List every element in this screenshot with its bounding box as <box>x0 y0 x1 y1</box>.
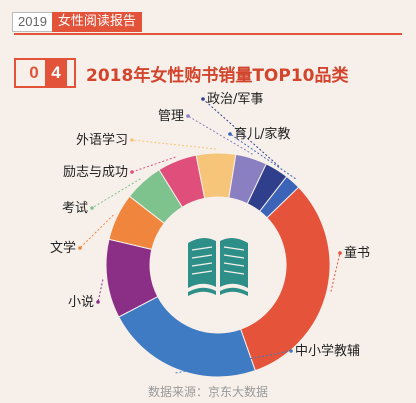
slice-label-10: 育儿/家教 <box>234 126 290 142</box>
chart-leader-lines <box>78 97 342 374</box>
leader-dot-2 <box>289 349 293 353</box>
leader-dot-5 <box>90 206 94 210</box>
slice-label-6: 励志与成功 <box>63 165 128 180</box>
section-number-first: 0 <box>29 63 39 82</box>
slice-label-3: 小说 <box>68 295 94 310</box>
slice-label-8: 管理 <box>158 109 184 124</box>
leader-dot-9 <box>201 97 205 101</box>
leader-dot-7 <box>130 138 134 142</box>
report-header: 2019 女性阅读报告 <box>0 12 416 35</box>
leader-dot-6 <box>130 170 134 174</box>
leader-line-7 <box>131 139 216 150</box>
slice-label-9: 政治/军事 <box>207 92 263 107</box>
leader-line-8 <box>187 115 253 155</box>
leader-dot-10 <box>228 132 232 136</box>
donut-slice-1 <box>240 186 331 372</box>
chart-title: 2018年女性购书销量TOP10品类 <box>86 65 349 86</box>
report-name: 女性阅读报告 <box>51 12 142 32</box>
leader-dot-3 <box>96 300 100 304</box>
leader-line-10 <box>229 133 296 180</box>
leader-line-2 <box>175 350 292 374</box>
data-source: 数据来源：京东大数据 <box>147 385 268 399</box>
leader-line-1 <box>330 252 341 292</box>
section-title-row: 0 4 2018年女性购书销量TOP10品类 <box>14 56 404 90</box>
leader-dot-1 <box>338 251 342 255</box>
leader-line-9 <box>202 98 280 167</box>
section-number-second: 4 <box>45 60 67 86</box>
slice-label-7: 外语学习 <box>76 132 128 148</box>
slice-label-2: 中小学教辅 <box>295 343 360 359</box>
leader-dot-4 <box>78 246 82 250</box>
leader-line-3 <box>97 279 104 303</box>
donut-slice-10 <box>258 175 300 219</box>
slice-label-5: 考试 <box>62 201 88 216</box>
leader-dot-8 <box>186 114 190 118</box>
section-number: 0 4 <box>14 58 76 88</box>
report-badge: 2019 女性阅读报告 <box>12 12 142 32</box>
slice-label-4: 文学 <box>50 240 76 256</box>
donut-slice-2 <box>118 295 256 378</box>
chart-slices <box>105 152 331 378</box>
leader-line-5 <box>91 178 141 209</box>
slice-label-1: 童书 <box>344 245 370 261</box>
header-rule <box>14 33 402 35</box>
open-book-icon <box>188 237 248 296</box>
report-year: 2019 <box>12 12 52 32</box>
